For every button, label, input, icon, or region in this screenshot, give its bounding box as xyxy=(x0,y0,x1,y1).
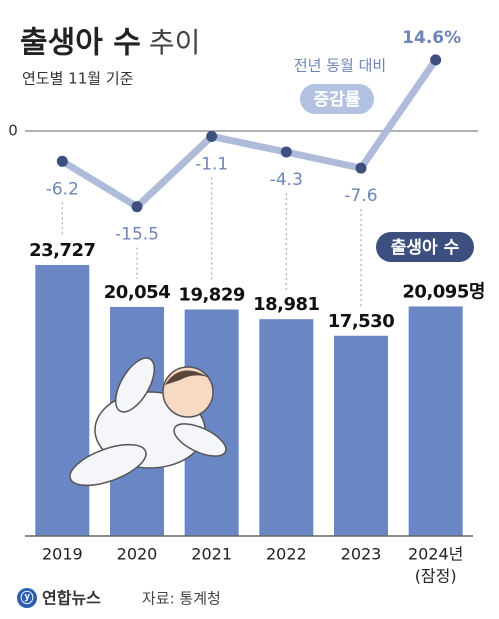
x-tick-label: 2024년 xyxy=(408,545,463,564)
logo-icon xyxy=(17,588,37,608)
bar xyxy=(408,306,463,536)
x-tick-label: 2022 xyxy=(266,545,307,564)
source: 자료: 통계청 xyxy=(142,590,221,608)
line-value-label: -1.1 xyxy=(195,154,228,174)
source: ⓨ 연합뉴스 자료: 통계청 xyxy=(17,588,221,608)
x-tick-label: 2023 xyxy=(341,545,382,564)
line-marker xyxy=(355,162,367,174)
line xyxy=(60,57,439,211)
y2-tick-label: 0 xyxy=(8,122,18,140)
line-value-label: -7.6 xyxy=(344,186,377,206)
illustration xyxy=(69,357,227,487)
bar xyxy=(334,335,388,536)
line-marker xyxy=(56,155,68,167)
annotation: 전년 동월 대비 xyxy=(294,57,386,75)
chart-title: 출생아 수 xyxy=(20,26,141,61)
bar-value-label: 20,095명 xyxy=(402,281,485,302)
source-logo: 연합뉴스 xyxy=(42,589,101,608)
chart-title-suffix: 추이 xyxy=(149,26,201,59)
line-value-label: 14.6% xyxy=(402,28,461,48)
line-marker xyxy=(430,54,442,66)
x-tick-note: (잠정) xyxy=(415,567,457,586)
x-tick-label: 2020 xyxy=(117,545,158,564)
logo-glyph: ⓨ xyxy=(20,591,33,607)
bar-value-label: 18,981 xyxy=(253,294,319,315)
legend-label: 출생아 수 xyxy=(391,238,460,258)
line-marker xyxy=(131,201,143,213)
line-value-label: -4.3 xyxy=(270,170,303,190)
x-tick-label: 2019 xyxy=(42,545,83,564)
line-marker xyxy=(206,130,218,142)
line-marker xyxy=(280,146,292,158)
subtitle: 연도별 11월 기준 xyxy=(22,70,134,88)
legend-pill xyxy=(376,232,474,262)
x-tick-label: 2021 xyxy=(191,545,232,564)
legend-pill xyxy=(300,84,374,114)
line-value-label: -15.5 xyxy=(115,225,159,245)
bar-value-label: 20,054 xyxy=(104,282,170,303)
bar-value-label: 19,829 xyxy=(178,284,244,305)
bar xyxy=(259,319,314,536)
bar-value-label: 17,530 xyxy=(328,311,394,332)
bar xyxy=(35,264,90,536)
line-value-label: -6.2 xyxy=(46,179,79,199)
bar-value-label: 23,727 xyxy=(29,240,95,261)
legend-label: 증감률 xyxy=(314,90,361,110)
